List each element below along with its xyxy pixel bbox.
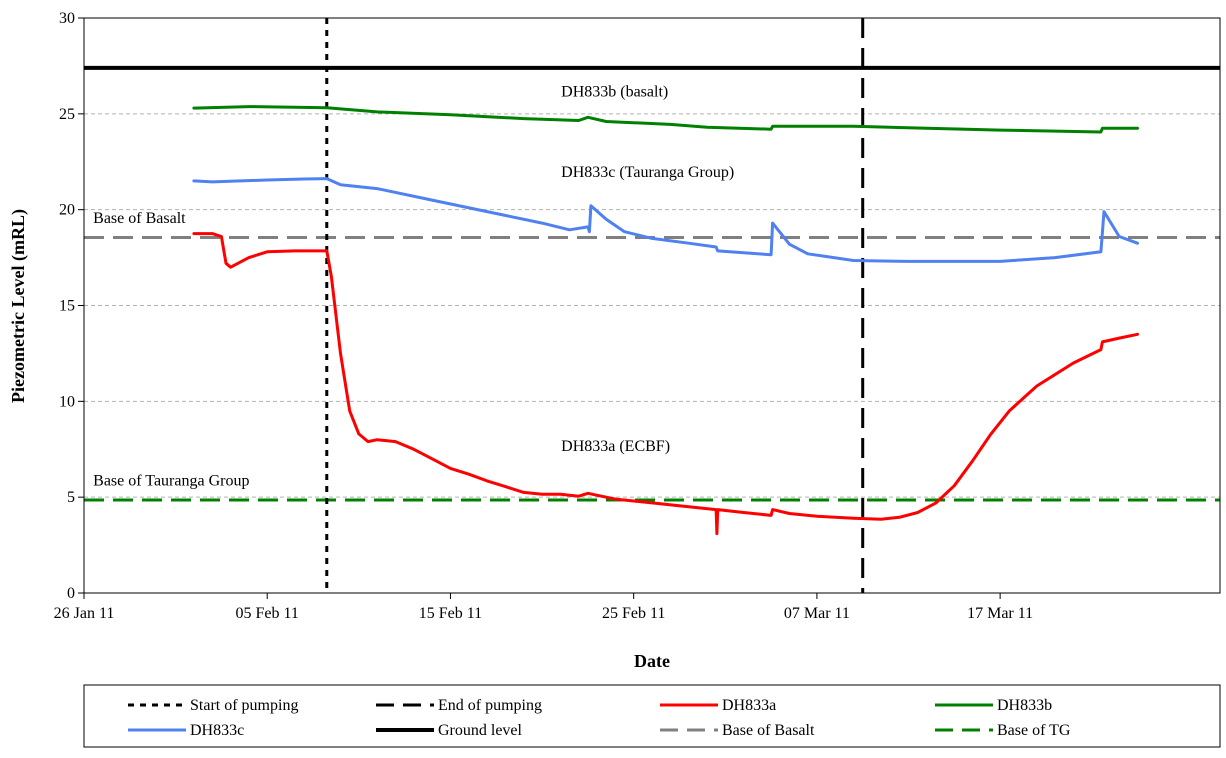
x-tick-label: 26 Jan 11 [54,605,115,622]
axes: 0 5 10 15 20 25 30 26 Jan 11 05 Feb 11 15 Feb 11 2… [54,10,1034,622]
y-tick-label: 5 [67,489,75,506]
legend-label: Base of Basalt [722,722,815,739]
legend-label: Ground level [438,722,523,739]
y-tick-label: 15 [59,298,75,315]
legend-label: DH833a [722,697,776,714]
legend-label: DH833c [190,722,244,739]
legend-label: DH833b [997,697,1052,714]
gridlines [84,113,1220,498]
series-lines [192,105,1139,536]
legend: Start of pumping End of pumping DH833a DH83… [83,684,1221,748]
series-line-dh833c [192,177,1139,263]
series-line-dh833a [192,232,1139,536]
annotation-2: Base of Basalt [93,210,186,227]
legend-label: End of pumping [438,697,542,714]
annotation-1: DH833c (Tauranga Group) [561,164,734,181]
annotation-3: DH833a (ECBF) [561,438,670,455]
series-line-dh833b [192,105,1139,134]
y-tick-label: 25 [59,106,75,123]
x-tick-label: 25 Feb 11 [602,605,665,622]
y-axis-title: Piezometric Level (mRL) [8,209,29,403]
y-tick-label: 0 [67,585,75,602]
annotation-4: Base of Tauranga Group [93,473,249,490]
y-tick-label: 10 [59,393,75,410]
legend-label: Start of pumping [190,697,298,714]
legend-box [83,684,1221,748]
x-tick-label: 07 Mar 11 [784,605,850,622]
x-axis-title: Date [634,651,670,671]
legend-label: Base of TG [997,722,1071,739]
y-tick-label: 20 [59,202,75,219]
x-tick-label: 05 Feb 11 [236,605,299,622]
y-tick-label: 30 [59,10,75,27]
x-tick-label: 17 Mar 11 [967,605,1033,622]
x-tick-label: 15 Feb 11 [419,605,482,622]
annotations: DH833b (basalt) DH833c (Tauranga Group) Ba… [93,84,734,490]
annotation-0: DH833b (basalt) [561,84,668,101]
